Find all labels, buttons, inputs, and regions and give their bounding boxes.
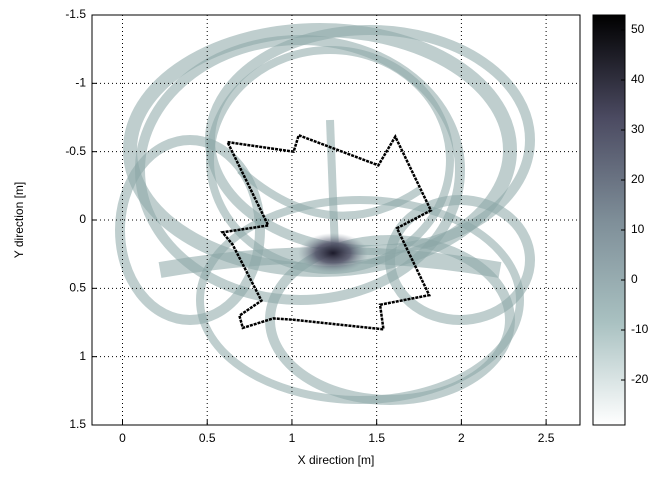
colorbar-tick-label: 30	[631, 122, 645, 136]
x-tick-label: 0.5	[199, 431, 216, 445]
y-tick-label: 1	[79, 349, 86, 363]
y-tick-label: 0	[79, 212, 86, 226]
colorbar-tick-label: 10	[631, 222, 645, 236]
colorbar-tick-label: 20	[631, 172, 645, 186]
colorbar-tick-label: -20	[631, 372, 649, 386]
x-tick-label: 0	[119, 431, 126, 445]
x-tick-label: 2.5	[538, 431, 555, 445]
y-tick-label: 0.5	[69, 281, 86, 295]
x-axis-label: X direction [m]	[298, 453, 375, 467]
colorbar-tick-label: 50	[631, 22, 645, 36]
y-tick-label: 1.5	[69, 417, 86, 431]
y-axis-label: Y direction [m]	[12, 182, 26, 258]
y-tick-label: -1	[75, 76, 86, 90]
colorbar-tick-label: 0	[631, 272, 638, 286]
colorbar	[592, 14, 626, 426]
x-tick-label: 1	[289, 431, 296, 445]
x-tick-label: 2	[458, 431, 465, 445]
colorbar-tick-label: -10	[631, 322, 649, 336]
field	[115, 23, 535, 405]
colorbar-tick-label: 40	[631, 72, 645, 86]
y-tick-label: -1.5	[65, 7, 86, 21]
y-tick-label: -0.5	[65, 144, 86, 158]
x-tick-label: 1.5	[368, 431, 385, 445]
contour-line	[220, 133, 433, 331]
